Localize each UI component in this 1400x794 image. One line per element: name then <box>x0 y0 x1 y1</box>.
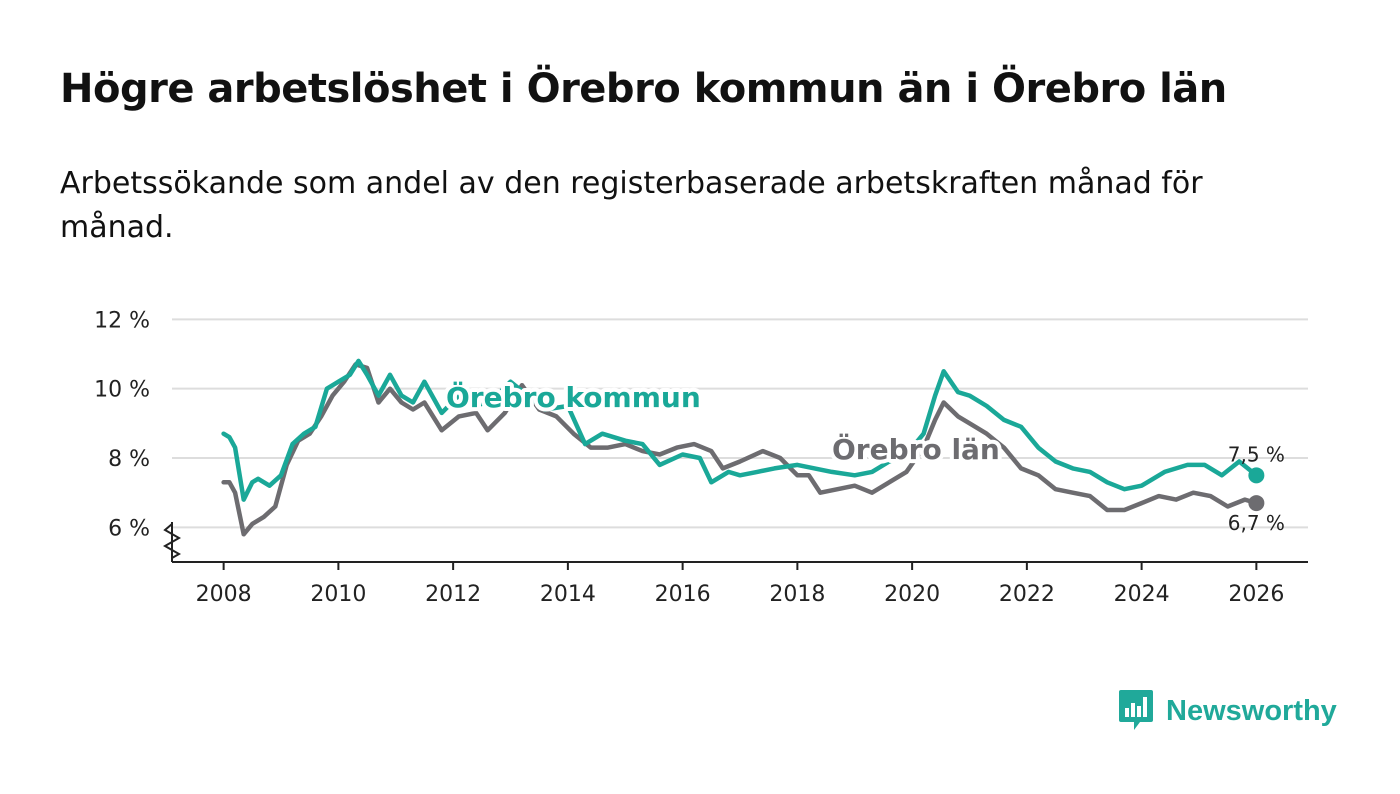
x-tick-label: 2012 <box>425 582 481 607</box>
series-label-orebro-lan: Örebro län <box>832 432 1000 466</box>
y-tick-label: 10 % <box>94 378 150 403</box>
series-line-orebro-kommun <box>221 358 1259 502</box>
end-marker-orebro-kommun <box>1248 467 1265 484</box>
x-tick-label: 2024 <box>1114 582 1170 607</box>
series-label-orebro-lan-halo: Örebro län <box>832 432 1000 466</box>
x-tick-label: 2014 <box>540 582 596 607</box>
x-tick-label: 2022 <box>999 582 1055 607</box>
axis-break-icon <box>162 523 182 559</box>
newsworthy-logo-icon <box>1119 690 1153 730</box>
chart-subtitle: Arbetssökande som andel av den registerb… <box>60 166 1203 245</box>
end-marker-orebro-lan <box>1248 495 1265 512</box>
series-label-orebro-kommun: Örebro kommun <box>446 380 701 414</box>
end-label-orebro-kommun: 7,5 % <box>1228 442 1285 466</box>
y-tick-label: 6 % <box>108 516 150 541</box>
x-tick-label: 2008 <box>196 582 252 607</box>
x-tick-label: 2026 <box>1228 582 1284 607</box>
end-label-orebro-lan: 6,7 % <box>1228 511 1285 535</box>
y-tick-label: 12 % <box>94 308 150 333</box>
x-tick-label: 2016 <box>655 582 711 607</box>
chart-title: Högre arbetslöshet i Örebro kommun än i … <box>60 66 1227 112</box>
series-label-orebro-kommun-halo: Örebro kommun <box>446 380 701 414</box>
brand-name: Newsworthy <box>1166 694 1337 727</box>
x-tick-label: 2020 <box>884 582 940 607</box>
x-tick-label: 2010 <box>310 582 366 607</box>
brand-logo[interactable]: Newsworthy <box>1118 688 1337 734</box>
series-line-orebro-lan <box>221 362 1259 537</box>
y-tick-label: 8 % <box>108 447 150 472</box>
x-tick-label: 2018 <box>769 582 825 607</box>
